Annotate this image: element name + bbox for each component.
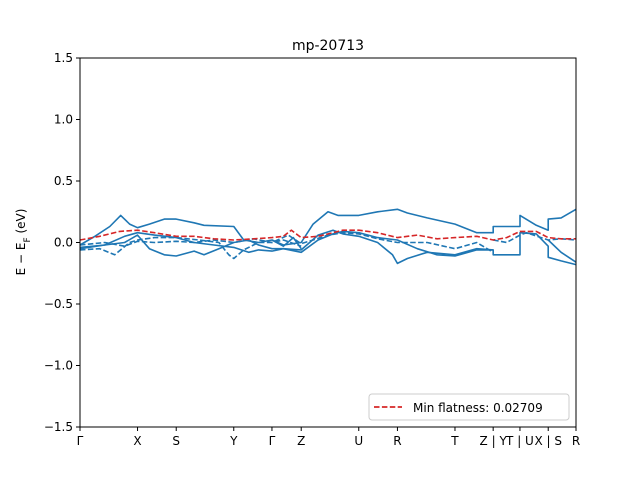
x-tick-label: Γ <box>77 434 84 448</box>
legend-box <box>368 393 570 421</box>
x-tick-label: T <box>450 434 459 448</box>
plot-area <box>79 208 577 266</box>
x-tick-label: Y <box>229 434 238 448</box>
x-tick-label: Z | Y <box>480 434 508 448</box>
y-axis: −1.5 −1.0 −0.5 0.0 0.5 1.0 1.5 <box>44 51 80 434</box>
legend: Min flatness: 0.02709 <box>368 393 570 421</box>
y-tick-label: −0.5 <box>44 297 73 311</box>
band-line-6 <box>79 231 494 260</box>
x-tick-label: S <box>172 434 180 448</box>
y-tick-label: −1.5 <box>44 420 73 434</box>
x-tick-label: U <box>354 434 363 448</box>
y-axis-label-group: E − EF (eV) <box>14 209 33 276</box>
band-line-4 <box>271 236 302 250</box>
plot-frame <box>79 57 577 428</box>
x-tick-label: X | S <box>534 434 562 448</box>
y-tick-label: 0.0 <box>54 236 73 250</box>
y-axis-label: E − EF (eV) <box>14 209 33 276</box>
series-layer <box>79 208 577 266</box>
band-line-1 <box>79 208 577 246</box>
x-tick-label: R <box>393 434 401 448</box>
x-tick-label: Z <box>297 434 305 448</box>
chart-title: mp-20713 <box>292 38 364 54</box>
legend-label-min-flatness: Min flatness: 0.02709 <box>413 401 543 415</box>
y-tick-label: 1.0 <box>54 113 73 127</box>
band-line-3 <box>79 230 494 257</box>
band-line-7 <box>79 238 302 247</box>
band-line-2 <box>79 229 577 266</box>
x-tick-label: R <box>572 434 580 448</box>
y-tick-label: 1.5 <box>54 51 73 65</box>
y-tick-label: −1.0 <box>44 359 73 373</box>
y-tick-label: 0.5 <box>54 174 73 188</box>
band-line-5 <box>547 239 577 263</box>
x-tick-label: Γ <box>269 434 276 448</box>
x-tick-label: T | U <box>505 434 534 448</box>
x-tick-label: X <box>133 434 141 448</box>
min-flatness-band-line <box>79 229 576 241</box>
